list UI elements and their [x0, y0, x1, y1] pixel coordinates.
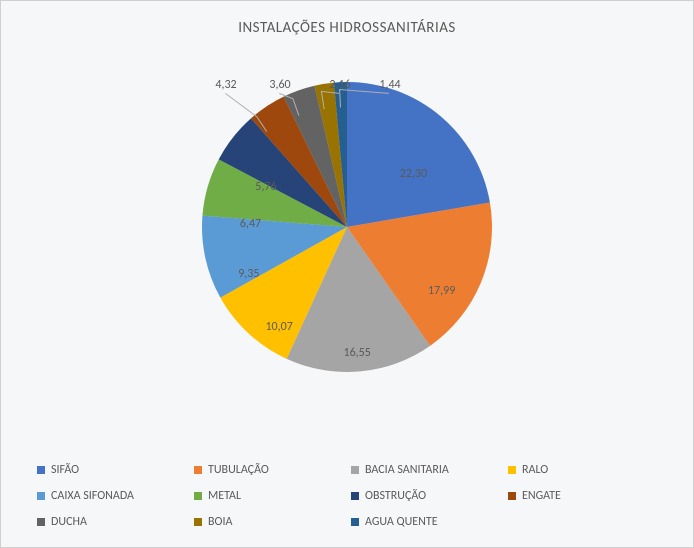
- legend-item: ENGATE: [508, 489, 657, 503]
- legend-label: DUCHA: [51, 515, 87, 529]
- legend-item: RALO: [508, 463, 657, 477]
- legend-swatch: [37, 518, 45, 526]
- legend-label: RALO: [522, 463, 548, 477]
- legend-item: DUCHA: [37, 515, 186, 529]
- pie-svg: [202, 82, 492, 372]
- legend-item: CAIXA SIFONADA: [37, 489, 186, 503]
- legend-swatch: [508, 466, 516, 474]
- legend-label: AGUA QUENTE: [365, 515, 438, 529]
- legend-label: SIFÃO: [51, 463, 79, 477]
- chart-title: INSTALAÇÕES HIDROSSANITÁRIAS: [1, 1, 693, 37]
- legend-item: TUBULAÇÃO: [194, 463, 343, 477]
- legend-label: OBSTRUÇÃO: [365, 489, 426, 503]
- legend-item: BOIA: [194, 515, 343, 529]
- legend-item: SIFÃO: [37, 463, 186, 477]
- legend-swatch: [194, 466, 202, 474]
- legend: SIFÃO TUBULAÇÃO BACIA SANITARIA RALO CAIXA S…: [37, 463, 657, 529]
- legend-label: METAL: [208, 489, 241, 503]
- legend-item: BACIA SANITARIA: [351, 463, 500, 477]
- legend-swatch: [194, 518, 202, 526]
- legend-swatch: [351, 492, 359, 500]
- legend-item: METAL: [194, 489, 343, 503]
- legend-label: BACIA SANITARIA: [365, 463, 449, 477]
- legend-item: OBSTRUÇÃO: [351, 489, 500, 503]
- legend-label: TUBULAÇÃO: [208, 463, 269, 477]
- legend-label: ENGATE: [522, 489, 561, 503]
- legend-label: BOIA: [208, 515, 232, 529]
- legend-item: AGUA QUENTE: [351, 515, 500, 529]
- legend-swatch: [351, 518, 359, 526]
- legend-swatch: [37, 466, 45, 474]
- legend-swatch: [194, 492, 202, 500]
- legend-swatch: [351, 466, 359, 474]
- legend-label: CAIXA SIFONADA: [51, 489, 134, 503]
- legend-swatch: [37, 492, 45, 500]
- chart-container: INSTALAÇÕES HIDROSSANITÁRIAS 22,3017,991…: [0, 0, 694, 548]
- pie-area: 22,3017,9916,5510,079,356,475,764,323,60…: [1, 37, 693, 417]
- legend-swatch: [508, 492, 516, 500]
- pie-slice: [347, 82, 490, 227]
